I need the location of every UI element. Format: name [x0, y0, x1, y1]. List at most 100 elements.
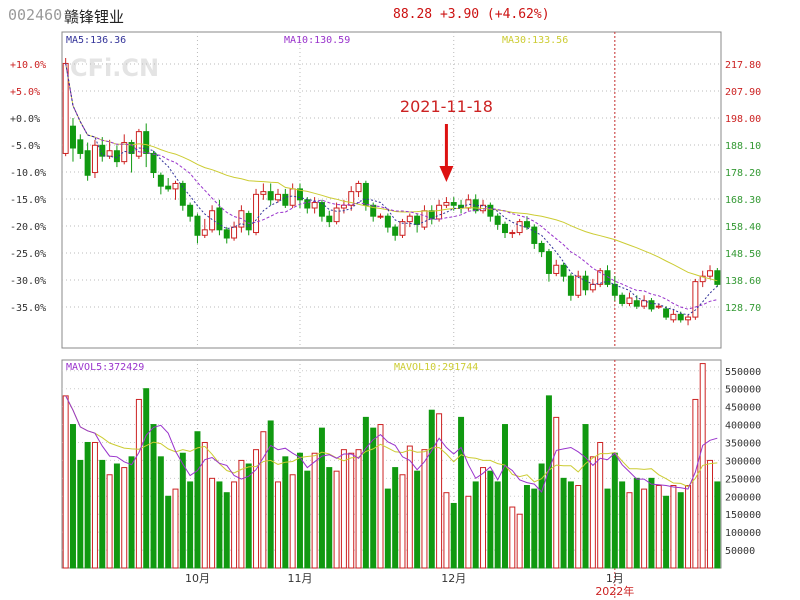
volume-tick-label: 150000: [725, 510, 761, 521]
volume-bar: [165, 495, 172, 569]
volume-tick-label: 50000: [725, 546, 755, 557]
pct-tick-label: +0.0%: [10, 114, 40, 125]
volume-bar: [318, 427, 325, 569]
ma-legend-label: MA30:133.56: [502, 35, 568, 46]
candle-body: [611, 283, 618, 296]
volume-bar: [275, 481, 281, 569]
volume-bar: [597, 441, 604, 569]
volume-bar: [509, 506, 516, 569]
candle-body: [531, 226, 538, 244]
volume-bar: [545, 395, 552, 569]
volume-bar: [362, 416, 369, 569]
volume-bar: [567, 481, 574, 569]
ma-legend-label: MA5:136.36: [66, 35, 126, 46]
candle-body: [707, 270, 714, 277]
volume-bar: [172, 488, 179, 569]
candle-body: [216, 207, 223, 231]
volume-tick-label: 400000: [725, 421, 761, 432]
candle-body: [523, 221, 530, 228]
candle-body: [443, 202, 450, 206]
candle-body: [509, 232, 516, 235]
candle-body: [143, 131, 150, 154]
volume-bar: [531, 488, 538, 569]
candle-body: [699, 275, 706, 283]
ma-legend-label: MA10:130.59: [284, 35, 350, 46]
volume-bar: [604, 488, 611, 569]
candle-body: [648, 300, 655, 310]
pct-tick-label: -25.0%: [10, 249, 46, 260]
candle-body: [582, 275, 589, 291]
candle-body: [370, 204, 377, 217]
volume-bar: [384, 488, 391, 569]
candle-body: [589, 283, 596, 291]
volume-bar: [663, 495, 670, 569]
volume-bar: [641, 488, 648, 569]
candle-body: [245, 212, 252, 231]
volume-bar: [201, 441, 208, 569]
watermark: CFi.CN: [70, 54, 159, 82]
candle-body: [465, 199, 472, 209]
candle-body: [318, 202, 325, 217]
volume-bar: [99, 459, 106, 569]
candle-body: [99, 144, 106, 157]
price-panel: [61, 31, 722, 349]
annotation-label: 2021-11-18: [400, 97, 493, 116]
mavol10-line: [65, 395, 718, 488]
pct-tick-label: -35.0%: [10, 303, 46, 314]
candle-body: [311, 202, 318, 209]
volume-bar: [91, 441, 98, 569]
candle-body: [670, 313, 677, 321]
volume-bar: [238, 459, 245, 569]
volume-bar: [677, 492, 684, 569]
candle-body: [545, 251, 552, 274]
candle-body: [267, 191, 274, 201]
volume-bar: [655, 485, 662, 569]
volume-bar: [502, 424, 508, 569]
candle-body: [275, 193, 281, 201]
volume-bar: [414, 470, 421, 569]
candle-body: [560, 264, 567, 277]
candle-body: [406, 215, 413, 223]
candle-body: [677, 313, 684, 321]
volume-bar: [516, 513, 523, 569]
candle-body: [355, 182, 362, 193]
volume-bar: [296, 452, 303, 569]
pct-tick-label: -15.0%: [10, 195, 46, 206]
volume-bar: [69, 424, 76, 569]
candle-body: [663, 308, 670, 318]
volume-tick-label: 350000: [725, 438, 761, 449]
volume-bar: [253, 449, 260, 569]
candle-body: [304, 199, 311, 209]
candle-body: [201, 229, 208, 236]
volume-bar: [480, 467, 487, 569]
volume-bar: [121, 467, 128, 569]
volume-bar: [355, 449, 362, 569]
candle-body: [414, 215, 421, 225]
price-tick-label: 158.40: [725, 222, 761, 233]
candle-body: [187, 204, 194, 217]
pct-tick-label: +10.0%: [10, 60, 46, 71]
candle-body: [150, 152, 157, 174]
candle-body: [714, 270, 721, 285]
volume-bar: [370, 427, 377, 569]
candle-body: [494, 215, 501, 225]
candle-body: [436, 204, 443, 220]
month-label: 10月: [185, 572, 210, 585]
candle-body: [69, 125, 76, 149]
volume-bar: [406, 445, 413, 569]
volume-bar: [714, 481, 721, 569]
volume-bar: [377, 424, 384, 569]
volume-bar: [304, 470, 311, 569]
volume-bar: [399, 474, 406, 569]
candle-body: [91, 144, 98, 174]
volume-bar: [494, 481, 501, 569]
mavol5-line: [65, 395, 718, 493]
pct-tick-label: -20.0%: [10, 222, 46, 233]
volume-bar: [209, 477, 216, 569]
candle-body: [567, 275, 574, 296]
volume-bar: [553, 416, 560, 569]
volume-bar: [231, 481, 238, 569]
mavol-legend-label: MAVOL10:291744: [394, 362, 478, 373]
price-tick-label: 128.70: [725, 303, 761, 314]
volume-bar: [62, 395, 69, 569]
